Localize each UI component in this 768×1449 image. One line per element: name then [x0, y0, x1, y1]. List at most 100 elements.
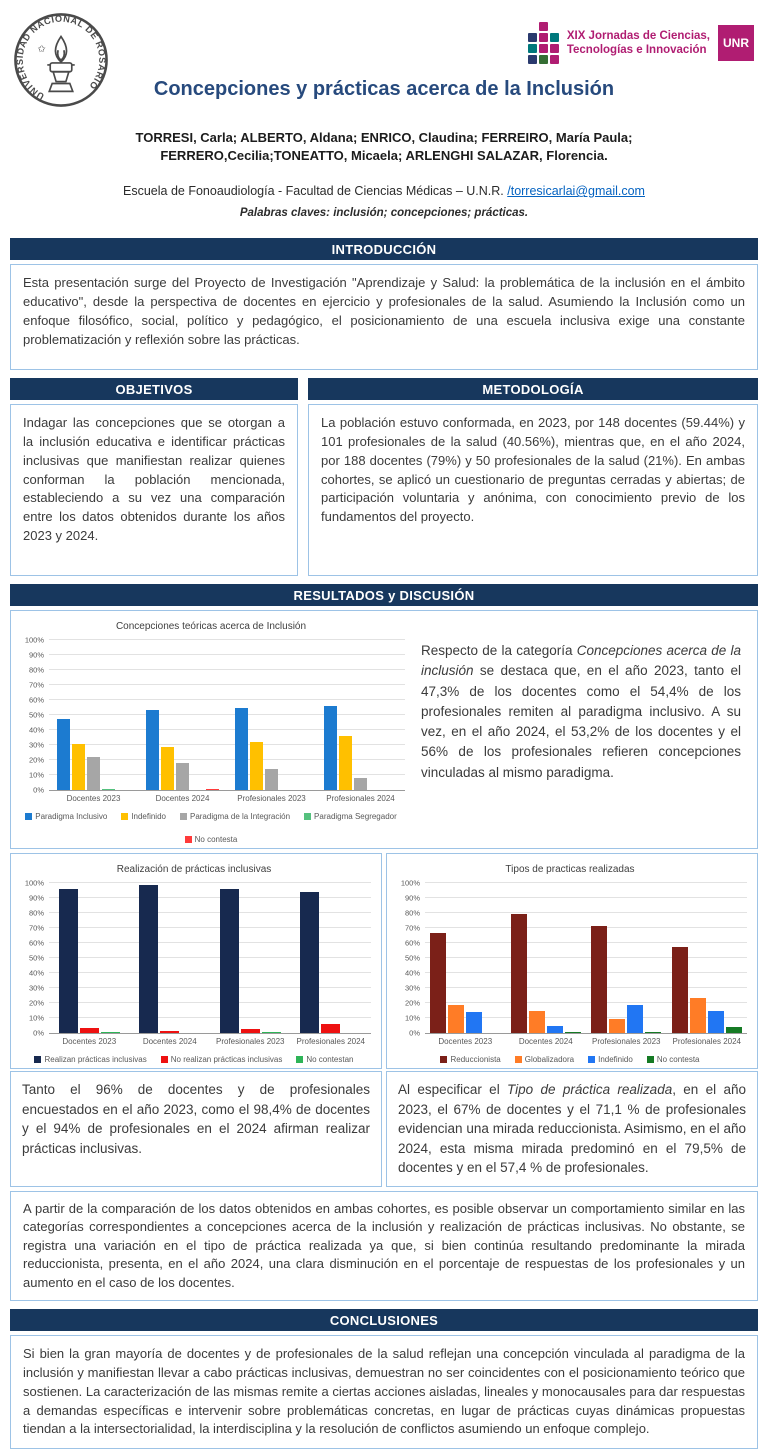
unr-seal-icon: UNIVERSIDAD NACIONAL DE ROSARIO ✩	[14, 13, 108, 107]
bar	[58, 889, 78, 1033]
bar	[146, 710, 159, 790]
legend-swatch-icon	[34, 1056, 42, 1063]
bar	[261, 1031, 281, 1033]
bar	[57, 719, 70, 790]
authors-line: TORRESI, Carla; ALBERTO, Aldana; ENRICO,…	[135, 130, 633, 163]
objetivos-text: Indagar las concepciones que se otorgan …	[10, 404, 298, 576]
legend-swatch-icon	[304, 813, 312, 820]
section-heading-objetivos: OBJETIVOS	[10, 378, 298, 400]
legend-swatch-icon	[25, 813, 33, 820]
bar-group	[506, 883, 587, 1033]
plot-area	[49, 639, 405, 791]
plot-area	[49, 882, 372, 1034]
legend-swatch-icon	[588, 1056, 596, 1063]
results-text-realizacion: Tanto el 96% de docentes y de profesiona…	[10, 1071, 382, 1187]
legend-item: No contesta	[646, 1055, 700, 1064]
legend-item: No realizan prácticas inclusivas	[160, 1055, 282, 1064]
chart-tipos-practicas: Tipos de practicas realizadas 0% 10% 20% 30%…	[386, 853, 758, 1069]
legend-item: Globalizadora	[514, 1055, 574, 1064]
bar	[87, 757, 100, 790]
y-axis-labels: 0% 10% 20% 30% 40% 50% 60% 70% 80% 90% 100%	[400, 878, 420, 1038]
chart-legend: Reduccionista Globalizadora Indefinido No c…	[393, 1055, 747, 1064]
chart-legend: Paradigma Inclusivo Indefinido Paradigma d…	[17, 812, 405, 844]
bar	[235, 708, 248, 790]
chart-title: Tipos de practicas realizadas	[505, 864, 635, 875]
bar	[591, 926, 608, 1033]
section-heading-introduccion: INTRODUCCIÓN	[10, 238, 758, 260]
legend-item: Realizan prácticas inclusivas	[34, 1055, 147, 1064]
legend-item: Reduccionista	[440, 1055, 501, 1064]
bar	[250, 742, 263, 790]
legend-swatch-icon	[160, 1056, 168, 1063]
jornadas-mosaic-icon	[527, 22, 559, 64]
bar-group	[138, 640, 227, 790]
bar-group	[49, 883, 130, 1033]
bar-group	[291, 883, 372, 1033]
bar	[671, 946, 688, 1033]
legend-swatch-icon	[179, 813, 187, 820]
bar	[300, 892, 320, 1033]
poster-header: UNIVERSIDAD NACIONAL DE ROSARIO ✩ XIX Jo…	[10, 6, 758, 238]
bar	[627, 1005, 644, 1033]
bar	[102, 788, 115, 790]
section-heading-metodologia: METODOLOGÍA	[308, 378, 758, 400]
bar	[466, 1012, 483, 1033]
bar	[176, 763, 189, 790]
results-comparison-text: A partir de la comparación de los datos …	[10, 1190, 758, 1302]
bar-group	[586, 883, 667, 1033]
seal-star-icon: ✩	[37, 44, 46, 55]
bar	[160, 1030, 180, 1033]
plot-area	[425, 882, 748, 1034]
bar-group	[667, 883, 748, 1033]
bar	[564, 1031, 581, 1033]
metodologia-text: La población estuvo conformada, en 2023,…	[308, 404, 758, 576]
bar	[448, 1004, 465, 1033]
x-axis-labels: Docentes 2023 Docentes 2024 Profesionales …	[62, 1037, 365, 1046]
unr-badge: UNR	[718, 25, 754, 61]
y-axis-labels: 0% 10% 20% 30% 40% 50% 60% 70% 80% 90% 100%	[24, 878, 44, 1038]
bar	[354, 778, 367, 790]
legend-item: Paradigma Segregador	[304, 812, 397, 821]
bar	[339, 736, 352, 790]
bar-group	[425, 883, 506, 1033]
legend-swatch-icon	[440, 1056, 448, 1063]
legend-swatch-icon	[184, 836, 192, 843]
bar	[72, 743, 85, 790]
bar	[161, 747, 174, 790]
section-heading-conclusiones: CONCLUSIONES	[10, 1309, 758, 1332]
bar	[265, 769, 278, 790]
results-row-concepciones: Concepciones teóricas acerca de Inclusió…	[10, 610, 758, 849]
bar	[139, 885, 159, 1033]
bar	[324, 706, 337, 790]
jornadas-logo: XIX Jornadas de Ciencias, Tecnologías e …	[527, 22, 754, 64]
bar	[609, 1018, 626, 1033]
x-axis-labels: Docentes 2023 Docentes 2024 Profesionales …	[438, 1037, 741, 1046]
bar	[430, 932, 447, 1033]
bar	[707, 1010, 724, 1033]
chart-title: Concepciones teóricas acerca de Inclusió…	[115, 621, 307, 632]
chart-concepciones-teoricas: Concepciones teóricas acerca de Inclusió…	[11, 611, 415, 848]
conclusiones-text: Si bien la gran mayoría de docentes y de…	[10, 1335, 758, 1449]
affiliation-line: Escuela de Fonoaudiología - Facultad de …	[10, 184, 758, 198]
legend-swatch-icon	[514, 1056, 522, 1063]
results-text-concepciones: Respecto de la categoría Concepciones ac…	[421, 643, 741, 780]
bar	[725, 1027, 742, 1033]
chart-title: Realización de prácticas inclusivas	[116, 864, 272, 875]
chart-legend: Realizan prácticas inclusivas No realizan…	[17, 1055, 371, 1064]
bar	[645, 1031, 662, 1033]
bar	[100, 1031, 120, 1033]
seal-torch-icon	[47, 35, 75, 93]
bar	[219, 889, 239, 1033]
legend-swatch-icon	[121, 813, 129, 820]
bar	[240, 1028, 260, 1033]
legend-item: Paradigma de la Integración	[179, 812, 290, 821]
bar	[321, 1024, 341, 1033]
results-text-tipos: Al especificar el Tipo de práctica reali…	[386, 1071, 758, 1187]
page-title: Concepciones y prácticas acerca de la In…	[153, 78, 615, 100]
bar	[528, 1010, 545, 1033]
email-link[interactable]: /torresicarlai@gmail.com	[507, 184, 645, 199]
bar	[510, 913, 527, 1033]
y-axis-labels: 0% 10% 20% 30% 40% 50% 60% 70% 80% 90% 100%	[24, 635, 44, 795]
legend-item: Indefinido	[588, 1055, 633, 1064]
